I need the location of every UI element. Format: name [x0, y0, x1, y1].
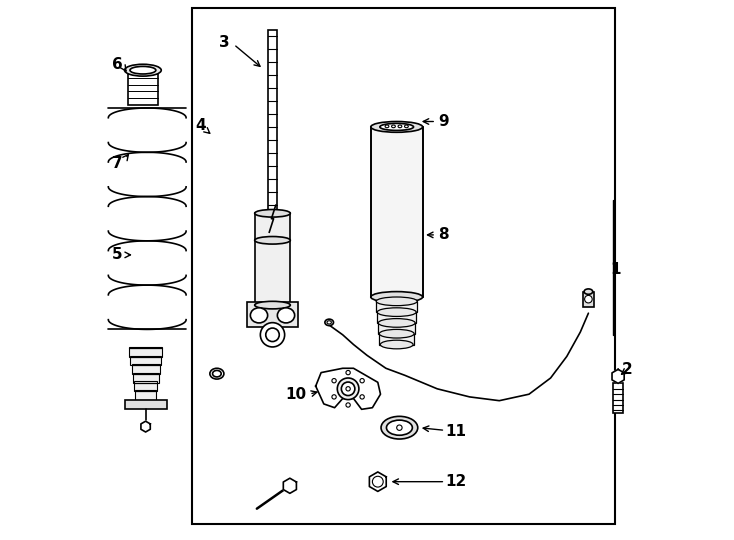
Bar [268, 30, 277, 216]
Ellipse shape [377, 297, 417, 306]
Ellipse shape [210, 368, 224, 379]
Ellipse shape [277, 308, 294, 323]
Ellipse shape [125, 64, 161, 76]
Ellipse shape [360, 395, 364, 399]
Text: 5: 5 [112, 247, 123, 262]
Ellipse shape [584, 295, 592, 303]
Ellipse shape [250, 308, 268, 323]
Ellipse shape [266, 328, 279, 342]
Ellipse shape [379, 329, 414, 338]
Polygon shape [369, 472, 386, 491]
Bar [613, 383, 623, 413]
Text: 12: 12 [446, 474, 467, 489]
Ellipse shape [346, 403, 350, 407]
Ellipse shape [261, 322, 285, 347]
Bar [255, 240, 291, 305]
Bar [377, 301, 417, 312]
Ellipse shape [378, 319, 415, 327]
Bar [377, 312, 416, 323]
Text: 3: 3 [219, 35, 229, 50]
Bar [583, 292, 594, 307]
Ellipse shape [332, 395, 336, 399]
Ellipse shape [377, 308, 416, 316]
Text: 1: 1 [610, 262, 621, 278]
Bar [371, 127, 423, 297]
Ellipse shape [386, 420, 413, 435]
Text: 6: 6 [112, 57, 123, 72]
Ellipse shape [398, 125, 401, 128]
Bar [247, 302, 299, 327]
Polygon shape [316, 368, 380, 409]
Ellipse shape [325, 319, 333, 326]
Ellipse shape [371, 292, 423, 302]
Text: 2: 2 [622, 362, 633, 377]
Ellipse shape [130, 66, 156, 74]
Ellipse shape [255, 301, 291, 309]
Bar [255, 213, 291, 240]
Ellipse shape [327, 321, 331, 324]
Text: 9: 9 [438, 114, 449, 129]
Ellipse shape [391, 125, 396, 128]
Ellipse shape [396, 425, 402, 430]
Ellipse shape [346, 370, 350, 375]
Ellipse shape [255, 210, 291, 217]
Polygon shape [283, 478, 297, 494]
Ellipse shape [372, 476, 383, 487]
Bar [129, 347, 161, 357]
Ellipse shape [255, 237, 291, 244]
Ellipse shape [360, 379, 364, 383]
Ellipse shape [371, 122, 423, 132]
Text: 7: 7 [112, 156, 123, 171]
Bar [128, 74, 158, 105]
Ellipse shape [341, 382, 355, 395]
Ellipse shape [380, 340, 413, 349]
Bar [133, 373, 159, 382]
Bar [131, 356, 161, 366]
Ellipse shape [381, 416, 418, 439]
Bar [125, 400, 167, 409]
Polygon shape [141, 421, 150, 432]
Ellipse shape [213, 370, 221, 377]
Ellipse shape [385, 125, 389, 128]
Bar [131, 364, 159, 374]
Bar [379, 334, 414, 345]
Bar [134, 381, 158, 391]
Text: 10: 10 [285, 387, 306, 402]
Ellipse shape [380, 123, 413, 130]
Bar [192, 8, 615, 524]
Ellipse shape [338, 378, 359, 400]
Ellipse shape [404, 125, 408, 128]
Text: 4: 4 [195, 118, 206, 133]
Ellipse shape [332, 379, 336, 383]
Ellipse shape [346, 387, 350, 391]
Text: 8: 8 [438, 227, 449, 242]
Polygon shape [612, 369, 624, 383]
Bar [135, 390, 156, 400]
Ellipse shape [584, 289, 593, 294]
Bar [378, 323, 415, 334]
Text: 11: 11 [446, 424, 467, 440]
